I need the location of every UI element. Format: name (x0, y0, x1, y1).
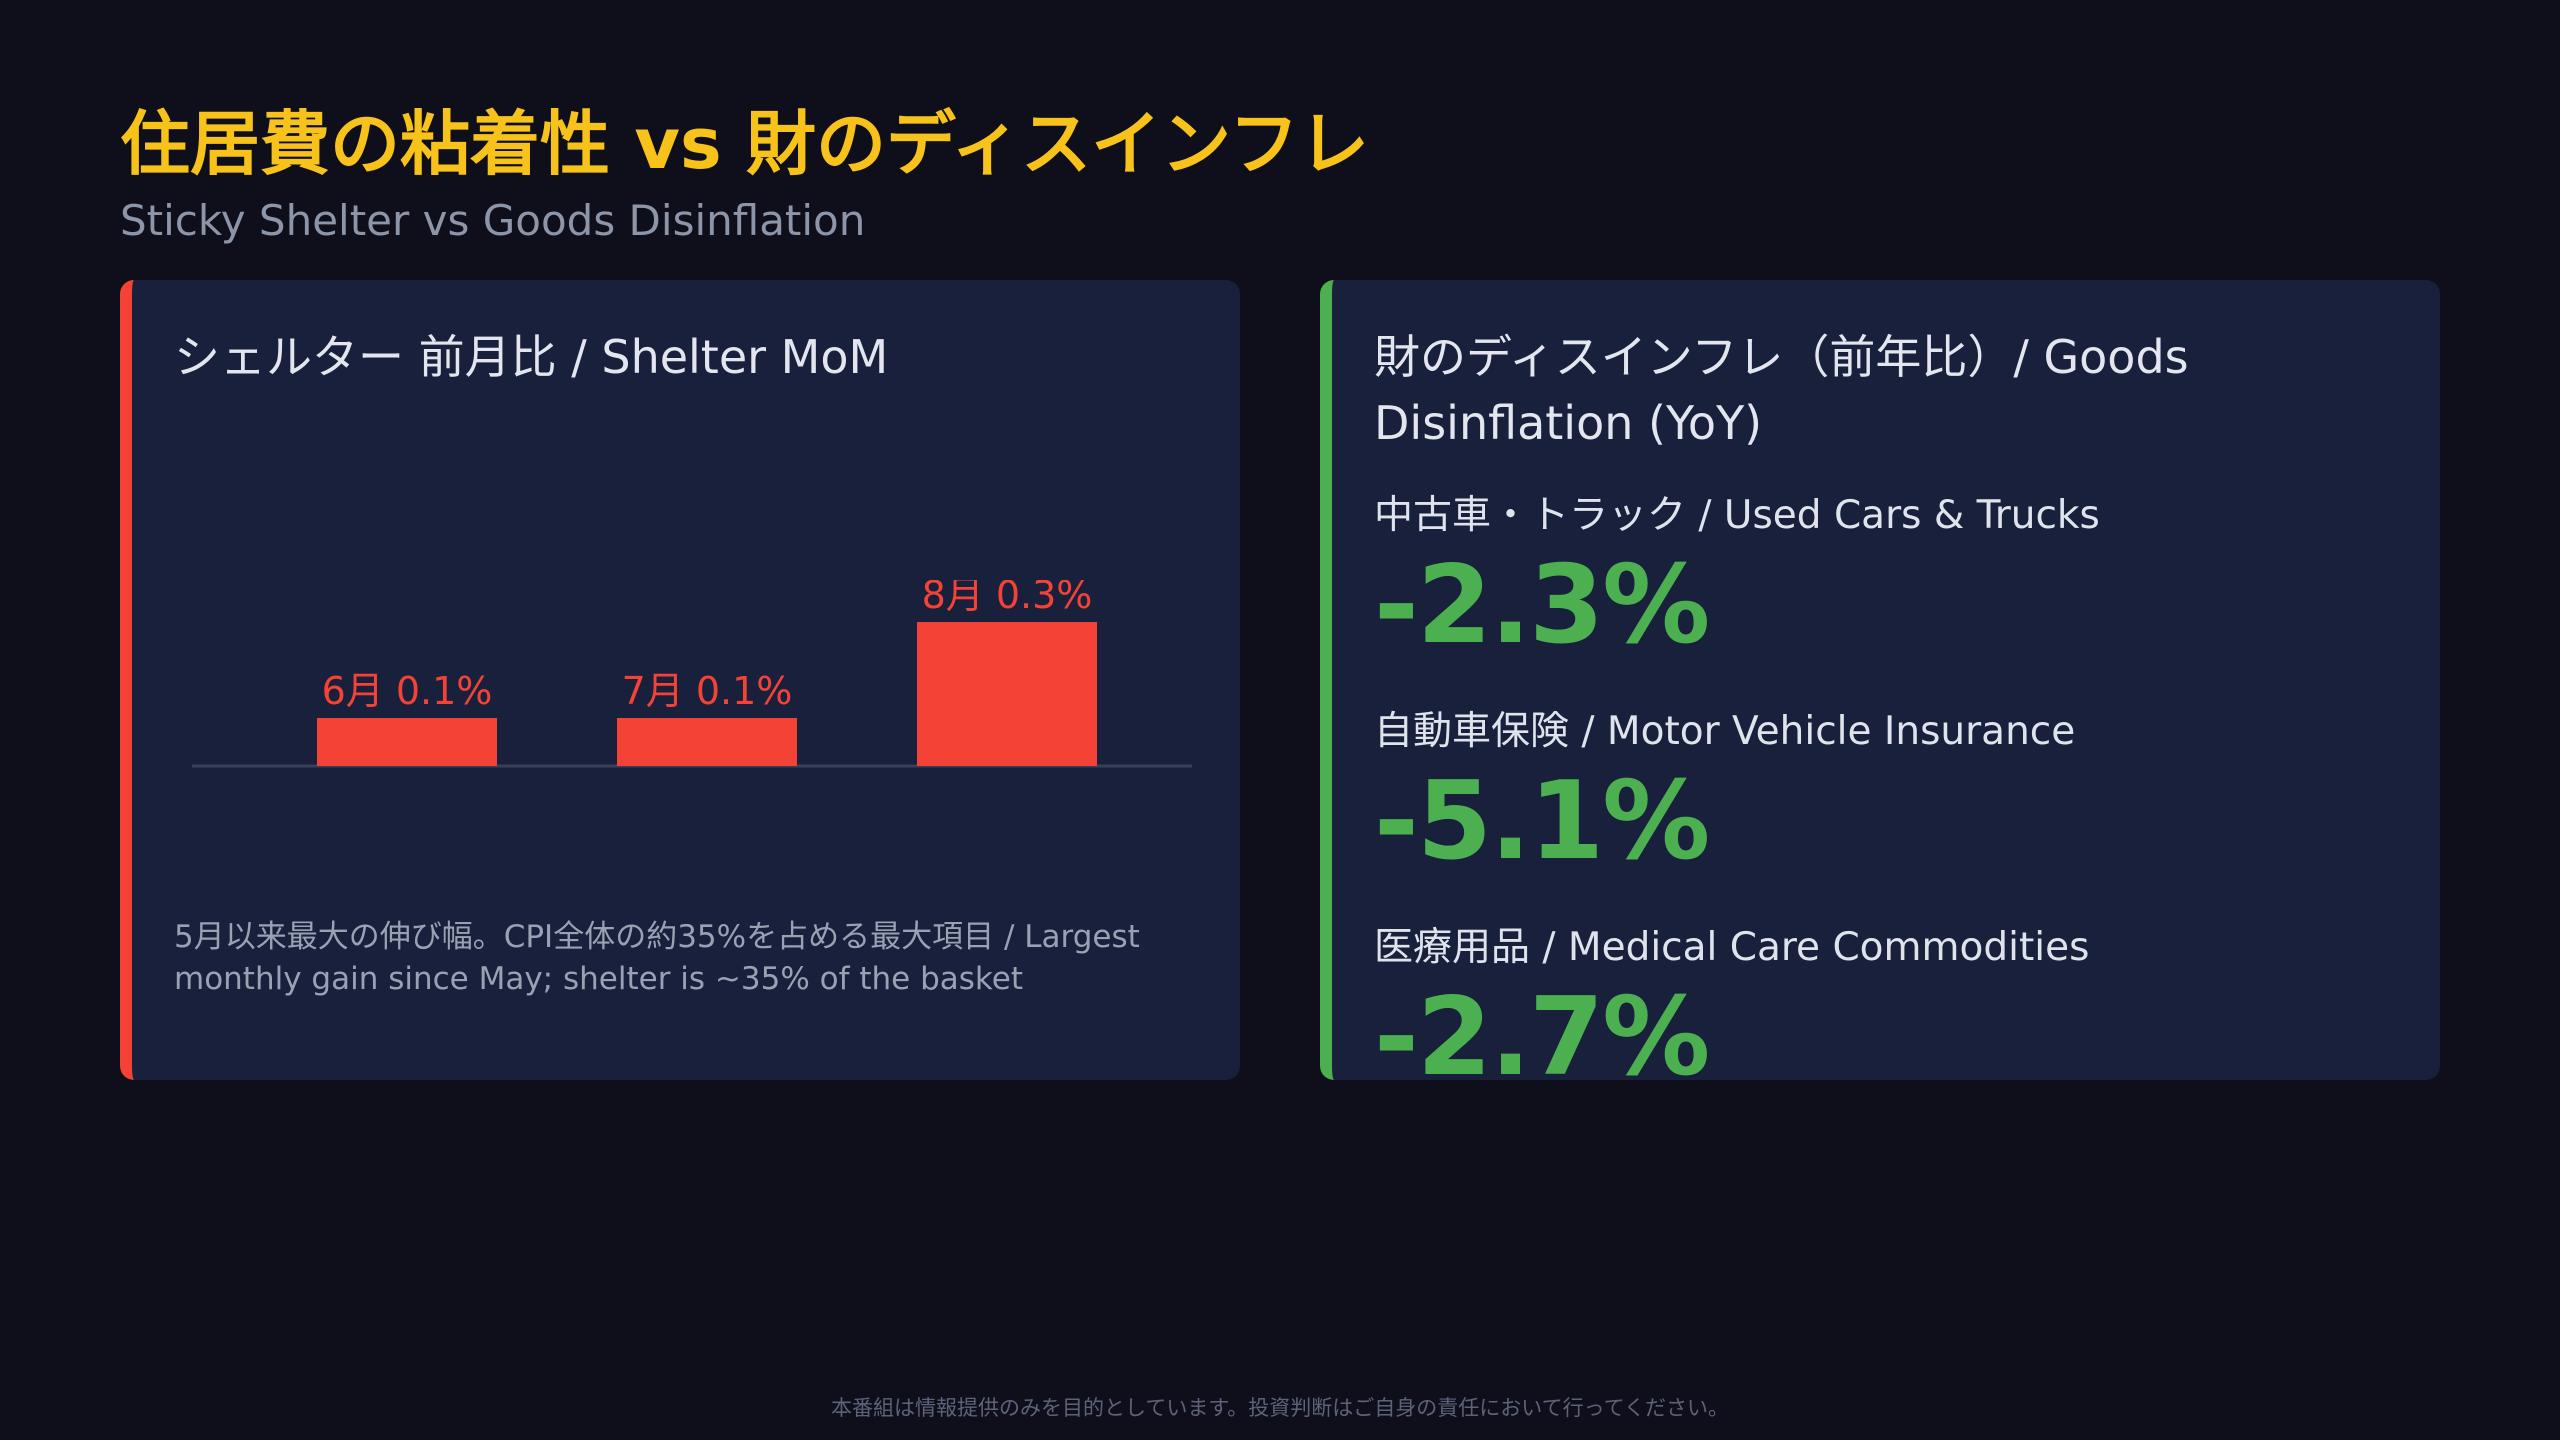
chart-data-label: 8月 0.3% (922, 580, 1093, 617)
shelter-card: シェルター 前月比 / Shelter MoM 6月 0.1% 7月 0.1% 8月… (120, 280, 1240, 1080)
chart-bar-7月 (617, 718, 797, 766)
chart-data-label: 6月 0.1% (322, 669, 493, 713)
shelter-mom-chart-svg: 6月 0.1% 7月 0.1% 8月 0.3% (192, 580, 1192, 768)
shelter-mom-chart: 6月 0.1% 7月 0.1% 8月 0.3% (192, 580, 1192, 840)
stat-value: -5.1% (1374, 759, 1710, 884)
goods-card-title: 財のディスインフレ（前年比）/ Goods Disinflation (YoY) (1374, 330, 2189, 450)
shelter-card-title: シェルター 前月比 / Shelter MoM (174, 330, 889, 384)
stat-motor-insurance: 自動車保険 / Motor Vehicle Insurance -5.1% (1374, 706, 2400, 876)
chart-bar-8月 (917, 622, 1097, 766)
page-subtitle: Sticky Shelter vs Goods Disinflation (120, 196, 866, 245)
stat-medical-commodities: 医療用品 / Medical Care Commodities -2.7% (1374, 922, 2400, 1080)
stat-value: -2.7% (1374, 975, 1710, 1081)
shelter-card-note: 5月以来最大の伸び幅。CPI全体の約35%を占める最大項目 / Largest … (174, 919, 1140, 997)
stat-value: -2.3% (1374, 543, 1710, 668)
stat-label: 中古車・トラック / Used Cars & Trucks (1374, 493, 2100, 538)
goods-card: 財のディスインフレ（前年比）/ Goods Disinflation (YoY)… (1320, 280, 2440, 1080)
chart-bar-6月 (317, 718, 497, 766)
disclaimer-footer: 本番組は情報提供のみを目的としています。投資判断はご自身の責任において行ってくだ… (831, 1396, 1729, 1420)
stat-used-cars: 中古車・トラック / Used Cars & Trucks -2.3% (1374, 490, 2400, 660)
page-title: 住居費の粘着性 vs 財のディスインフレ (120, 103, 1370, 185)
stat-label: 医療用品 / Medical Care Commodities (1374, 925, 2090, 970)
stat-label: 自動車保険 / Motor Vehicle Insurance (1374, 709, 2076, 754)
chart-data-label: 7月 0.1% (622, 669, 793, 713)
